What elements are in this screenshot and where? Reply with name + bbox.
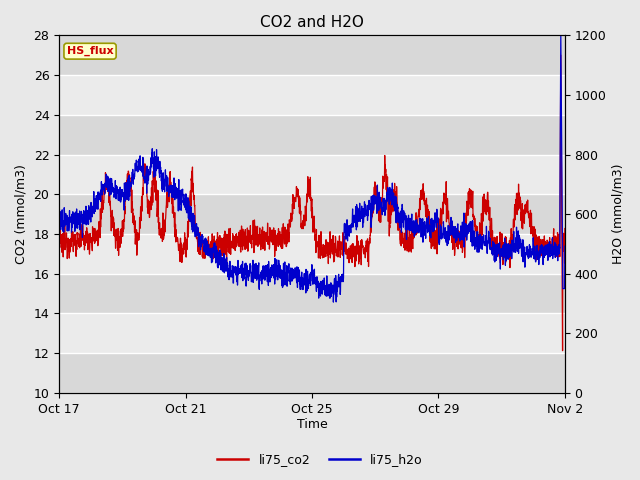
Text: HS_flux: HS_flux — [67, 46, 113, 56]
Bar — [59, 115, 565, 155]
Bar — [59, 75, 565, 115]
Bar — [59, 274, 565, 313]
Bar — [59, 194, 565, 234]
Y-axis label: H2O (mmol/m3): H2O (mmol/m3) — [612, 164, 625, 264]
Bar — [59, 353, 565, 393]
X-axis label: Time: Time — [296, 419, 328, 432]
Title: CO2 and H2O: CO2 and H2O — [260, 15, 364, 30]
Bar — [59, 36, 565, 75]
Bar — [59, 313, 565, 353]
Legend: li75_co2, li75_h2o: li75_co2, li75_h2o — [212, 448, 428, 471]
Bar — [59, 234, 565, 274]
Bar — [59, 155, 565, 194]
Y-axis label: CO2 (mmol/m3): CO2 (mmol/m3) — [15, 164, 28, 264]
